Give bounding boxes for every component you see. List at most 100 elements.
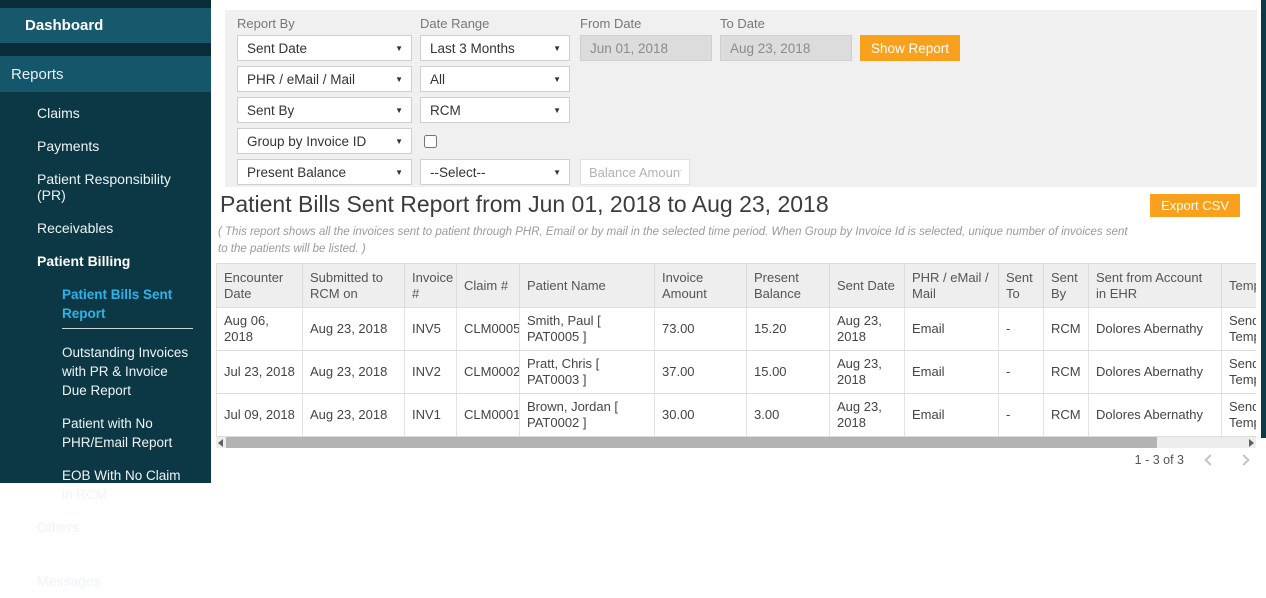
- next-page-icon[interactable]: [1238, 454, 1250, 466]
- from-date-input[interactable]: Jun 01, 2018: [580, 35, 712, 61]
- table-row[interactable]: Jul 09, 2018 Aug 23, 2018 INV1 CLM0001 B…: [216, 393, 1256, 437]
- sidebar-item-others[interactable]: Others: [37, 519, 80, 535]
- filter-panel: Report By Sent Date ▼ Date Range Last 3 …: [225, 10, 1257, 187]
- sidebar-item-no-phr-email[interactable]: Patient with No PHR/Email Report: [62, 416, 173, 450]
- date-range-select[interactable]: Last 3 Months ▼: [420, 35, 570, 61]
- col-channel[interactable]: PHR / eMail / Mail: [904, 263, 999, 308]
- scrollbar-thumb[interactable]: [226, 437, 1157, 448]
- field-to-date: To Date Aug 23, 2018: [720, 16, 852, 61]
- balance-op-select[interactable]: --Select-- ▼: [420, 159, 570, 185]
- chevron-down-icon: ▼: [395, 43, 403, 53]
- balance-op-value: --Select--: [430, 164, 486, 180]
- col-patient-name[interactable]: Patient Name: [519, 263, 655, 308]
- channel-filter-select[interactable]: All ▼: [420, 66, 570, 92]
- sidebar: Dashboard Reports Claims Payments Patien…: [0, 0, 211, 589]
- col-template[interactable]: Template: [1221, 263, 1256, 308]
- cell-sent-by: RCM: [1043, 393, 1089, 437]
- active-nav-link: Patient Bills Sent Report: [62, 285, 193, 329]
- col-invoice-number[interactable]: Invoice #: [404, 263, 457, 308]
- chevron-down-icon: ▼: [553, 167, 561, 177]
- field-report-by: Report By Sent Date ▼: [237, 16, 412, 61]
- sidebar-item-reports[interactable]: Reports: [0, 56, 211, 92]
- col-present-balance[interactable]: Present Balance: [746, 263, 830, 308]
- sidebar-item-patient-bills-sent-report[interactable]: Patient Bills Sent Report: [0, 278, 211, 336]
- col-sent-date[interactable]: Sent Date: [829, 263, 905, 308]
- page-title: Patient Bills Sent Report from Jun 01, 2…: [220, 191, 829, 217]
- sidebar-item-receivables[interactable]: Receivables: [37, 220, 114, 236]
- chevron-down-icon: ▼: [553, 43, 561, 53]
- col-encounter-date[interactable]: Encounter Date: [216, 263, 303, 308]
- cell-patient: Brown, Jordan [ PAT0002 ]: [519, 393, 655, 437]
- pagination: 1 - 3 of 3: [1135, 453, 1250, 467]
- cell-sent-by: RCM: [1043, 350, 1089, 394]
- date-range-label: Date Range: [420, 16, 490, 31]
- cell-present-balance: 3.00: [746, 393, 830, 437]
- cell-encounter-date: Aug 06, 2018: [216, 307, 303, 351]
- balance-amount-input[interactable]: [580, 159, 690, 185]
- chevron-down-icon: ▼: [553, 74, 561, 84]
- to-date-input[interactable]: Aug 23, 2018: [720, 35, 852, 61]
- col-submitted-to-rcm[interactable]: Submitted to RCM on: [302, 263, 405, 308]
- sidebar-item-dashboard[interactable]: Dashboard: [0, 8, 211, 43]
- report-table-wrap: Encounter Date Submitted to RCM on Invoi…: [216, 263, 1256, 437]
- col-claim-number[interactable]: Claim #: [456, 263, 520, 308]
- cell-claim: CLM0002: [456, 350, 520, 394]
- channel-select[interactable]: PHR / eMail / Mail ▼: [237, 66, 412, 92]
- group-by-checkbox[interactable]: [424, 134, 437, 148]
- cell-sent-date: Aug 23, 2018: [829, 307, 905, 351]
- col-sent-by[interactable]: Sent By: [1043, 263, 1089, 308]
- cell-patient: Smith, Paul [ PAT0005 ]: [519, 307, 655, 351]
- scroll-right-icon[interactable]: [1249, 439, 1254, 447]
- sidebar-item-messages[interactable]: Messages: [37, 573, 101, 589]
- table-row[interactable]: Jul 23, 2018 Aug 23, 2018 INV2 CLM0002 P…: [216, 350, 1256, 394]
- sidebar-item-claims[interactable]: Claims: [37, 105, 80, 121]
- col-sent-to[interactable]: Sent To: [998, 263, 1044, 308]
- cell-invoice: INV2: [404, 350, 457, 394]
- col-sent-from-account[interactable]: Sent from Account in EHR: [1088, 263, 1222, 308]
- cell-sent-date: Aug 23, 2018: [829, 350, 905, 394]
- cell-submitted: Aug 23, 2018: [302, 393, 405, 437]
- sidebar-item-payments[interactable]: Payments: [37, 138, 100, 154]
- cell-present-balance: 15.00: [746, 350, 830, 394]
- sent-by-select[interactable]: Sent By ▼: [237, 97, 412, 123]
- cell-present-balance: 15.20: [746, 307, 830, 351]
- sidebar-item-eob-no-claim[interactable]: EOB With No Claim in RCM: [62, 468, 181, 502]
- scroll-left-icon[interactable]: [218, 439, 223, 447]
- cell-account: Dolores Abernathy: [1088, 307, 1222, 351]
- table-row[interactable]: Aug 06, 2018 Aug 23, 2018 INV5 CLM0005 S…: [216, 307, 1256, 351]
- report-by-select[interactable]: Sent Date ▼: [237, 35, 412, 61]
- cell-sent-to: -: [998, 350, 1044, 394]
- previous-page-icon[interactable]: [1204, 454, 1216, 466]
- sidebar-item-patient-billing[interactable]: Patient Billing: [37, 253, 131, 269]
- cell-channel: Email: [904, 307, 999, 351]
- field-date-range: Date Range Last 3 Months ▼: [420, 16, 570, 61]
- report-by-value: Sent Date: [247, 40, 308, 56]
- cell-claim: CLM0001: [456, 393, 520, 437]
- group-by-select[interactable]: Group by Invoice ID ▼: [237, 128, 412, 154]
- horizontal-scrollbar[interactable]: [216, 437, 1256, 448]
- cell-sent-date: Aug 23, 2018: [829, 393, 905, 437]
- sidebar-item-outstanding-invoices[interactable]: Outstanding Invoices with PR & Invoice D…: [62, 345, 189, 398]
- chevron-down-icon: ▼: [553, 105, 561, 115]
- col-invoice-amount[interactable]: Invoice Amount: [654, 263, 747, 308]
- to-date-label: To Date: [720, 16, 765, 31]
- cell-claim: CLM0005: [456, 307, 520, 351]
- sent-by-filter-value: RCM: [430, 102, 461, 118]
- channel-value: PHR / eMail / Mail: [247, 71, 356, 87]
- cell-template: Send Invoice Template: [1221, 393, 1256, 437]
- cell-invoice-amount: 30.00: [654, 393, 747, 437]
- cell-channel: Email: [904, 350, 999, 394]
- export-csv-button[interactable]: Export CSV: [1150, 194, 1240, 217]
- cell-account: Dolores Abernathy: [1088, 393, 1222, 437]
- chevron-down-icon: ▼: [395, 136, 403, 146]
- cell-sent-to: -: [998, 393, 1044, 437]
- show-report-button[interactable]: Show Report: [860, 35, 961, 61]
- sidebar-item-patient-responsibility[interactable]: Patient Responsibility (PR): [37, 171, 171, 203]
- cell-submitted: Aug 23, 2018: [302, 350, 405, 394]
- cell-patient: Pratt, Chris [ PAT0003 ]: [519, 350, 655, 394]
- sent-by-value: Sent By: [247, 102, 295, 118]
- report-by-label: Report By: [237, 16, 295, 31]
- sent-by-filter-select[interactable]: RCM ▼: [420, 97, 570, 123]
- balance-field-select[interactable]: Present Balance ▼: [237, 159, 412, 185]
- sidebar-top-strip: [0, 0, 211, 8]
